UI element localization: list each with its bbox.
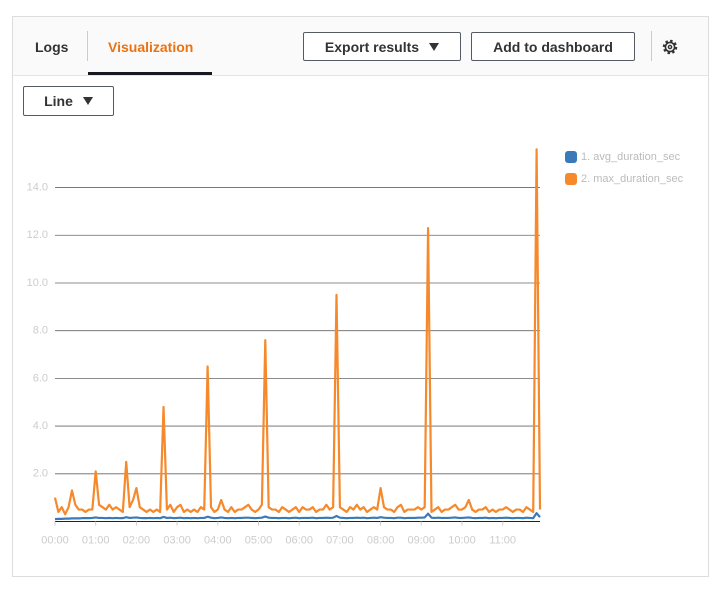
x-tick-label: 11:00	[489, 534, 516, 546]
dropdown-arrow	[82, 97, 93, 105]
export-label: Export results	[324, 38, 420, 55]
x-tick-label: 05:00	[245, 534, 273, 546]
y-tick-label: 6.0	[33, 372, 48, 384]
series-line	[54, 512, 541, 521]
legend-label: 1. avg_duration_sec	[581, 151, 681, 163]
series-line	[53, 148, 542, 516]
add-label: Add to dashboard	[493, 38, 613, 55]
gear-teeth	[662, 39, 678, 55]
tab-visualization[interactable]: Visualization	[108, 39, 194, 55]
y-tick-label: 8.0	[33, 325, 48, 337]
x-tick-label: 04:00	[204, 534, 232, 546]
x-tick-label: 00:00	[41, 534, 69, 546]
x-tick-label: 07:00	[326, 534, 354, 546]
x-tick-label: 09:00	[408, 534, 436, 546]
tab-logs[interactable]: Logs	[35, 39, 69, 55]
export-button[interactable]: Export results	[303, 32, 461, 61]
x-tick-label: 03:00	[163, 534, 191, 546]
y-tick-label: 12.0	[27, 229, 48, 241]
legend-label: 2. max_duration_sec	[581, 173, 684, 185]
settings-icon[interactable]	[661, 38, 679, 56]
divider	[651, 31, 652, 61]
chart-type-dropdown[interactable]: Line	[23, 86, 114, 116]
x-tick-label: 01:00	[82, 534, 110, 546]
tab-underline	[88, 72, 212, 75]
x-tick-label: 10:00	[448, 534, 476, 546]
legend-swatch	[565, 151, 577, 163]
legend-swatch	[565, 173, 577, 185]
add-dashboard-button[interactable]: Add to dashboard	[471, 32, 635, 61]
x-tick-label: 02:00	[123, 534, 151, 546]
dropdown-arrow	[429, 42, 440, 51]
y-tick-label: 10.0	[27, 277, 48, 289]
tab-divider	[87, 31, 88, 61]
chart-type-label: Line	[44, 93, 73, 109]
y-tick-label: 4.0	[33, 420, 48, 432]
y-tick-label: 14.0	[27, 181, 48, 193]
y-tick-label: 2.0	[33, 468, 48, 480]
gear-hole	[667, 44, 673, 50]
gear-body	[664, 41, 676, 53]
x-tick-label: 06:00	[285, 534, 313, 546]
x-tick-label: 08:00	[367, 534, 395, 546]
